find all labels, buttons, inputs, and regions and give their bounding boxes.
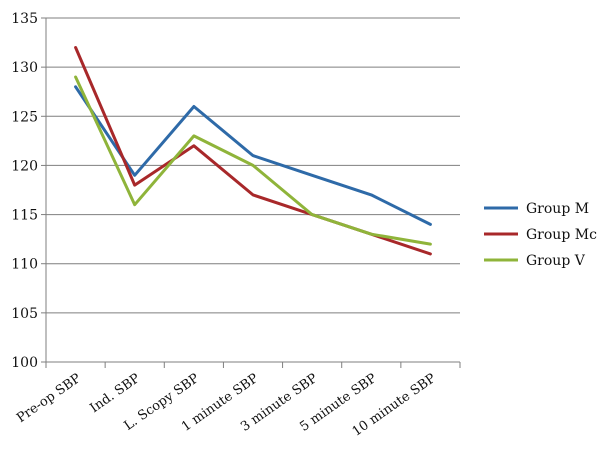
axes [41, 17, 461, 368]
legend-label: Group V [526, 253, 586, 269]
legend-label: Group Mc [526, 227, 597, 243]
y-tick-label: 100 [11, 355, 38, 371]
y-tick-label: 135 [11, 11, 38, 27]
gridlines [46, 17, 460, 363]
y-tick-label: 125 [11, 109, 38, 125]
x-tick-label: Ind. SBP [87, 371, 143, 416]
series-line-group-m [74, 85, 432, 226]
legend: Group M Group Mc Group V [484, 201, 597, 269]
y-tick-label: 115 [11, 208, 38, 224]
y-tick-labels: 100 105 110 115 120 125 130 135 [11, 11, 38, 371]
legend-label: Group M [526, 201, 589, 217]
x-tick-label: Pre-op SBP [14, 371, 84, 426]
y-tick-label: 105 [11, 306, 38, 322]
series-line-group-v [74, 75, 432, 246]
y-tick-label: 130 [11, 60, 38, 76]
y-tick-label: 110 [11, 257, 38, 273]
series-line-group-mc [74, 46, 432, 256]
y-tick-label: 120 [11, 158, 38, 174]
series-lines [74, 46, 432, 256]
